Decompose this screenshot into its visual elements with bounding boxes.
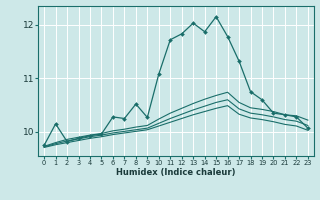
X-axis label: Humidex (Indice chaleur): Humidex (Indice chaleur) [116,168,236,177]
